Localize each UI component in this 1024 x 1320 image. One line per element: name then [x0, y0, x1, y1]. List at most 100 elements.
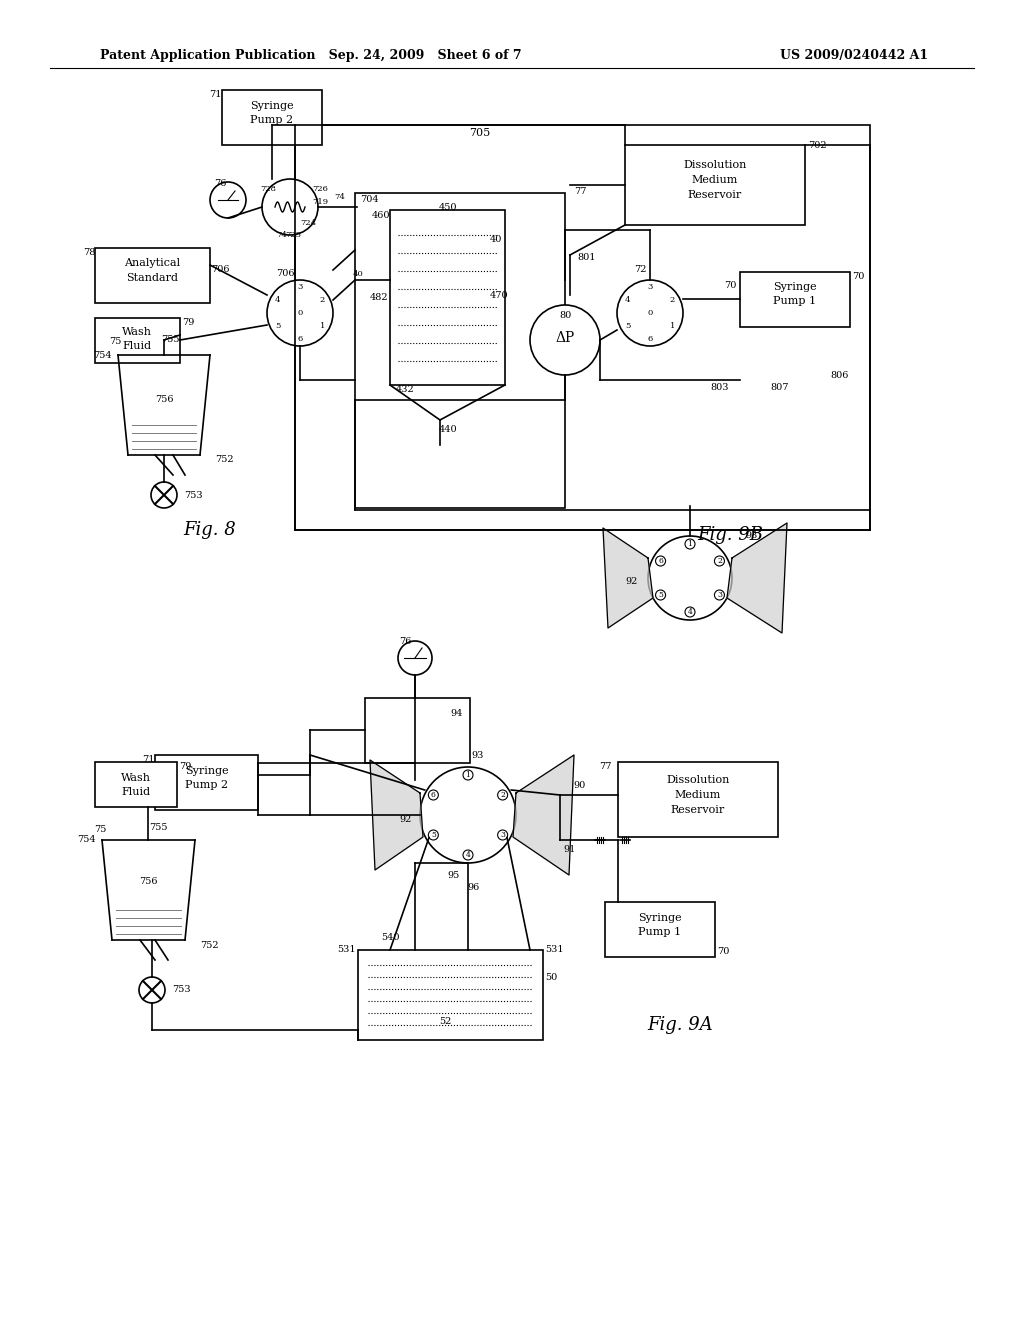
Circle shape: [420, 767, 516, 863]
Text: Reservoir: Reservoir: [671, 805, 725, 814]
Text: 752: 752: [200, 940, 219, 949]
Text: 40: 40: [352, 271, 364, 279]
Text: 755: 755: [161, 335, 179, 345]
Text: 3: 3: [297, 282, 303, 290]
Bar: [740, 272, 850, 327]
Text: 432: 432: [396, 385, 415, 395]
Text: 75: 75: [109, 338, 121, 346]
Text: Fig. 9B: Fig. 9B: [697, 525, 763, 544]
Text: 706: 706: [212, 265, 230, 275]
Text: Fig. 8: Fig. 8: [183, 521, 237, 539]
Bar: [155, 755, 258, 810]
Text: 756: 756: [155, 396, 173, 404]
Circle shape: [498, 830, 508, 840]
Text: 6: 6: [658, 557, 663, 565]
Text: 719: 719: [312, 198, 328, 206]
Circle shape: [655, 556, 666, 566]
Text: 754: 754: [93, 351, 112, 359]
Text: 0: 0: [647, 309, 652, 317]
Text: Fluid: Fluid: [122, 787, 151, 797]
Text: 74: 74: [276, 231, 288, 239]
Text: Pump 1: Pump 1: [638, 927, 682, 937]
Text: 76: 76: [214, 178, 226, 187]
Text: 704: 704: [360, 195, 379, 205]
Text: 72: 72: [634, 265, 646, 275]
Text: 93: 93: [745, 532, 758, 540]
Text: 4: 4: [625, 296, 630, 304]
Polygon shape: [727, 523, 787, 634]
Text: 5: 5: [431, 832, 436, 840]
Bar: [295, 125, 870, 531]
Circle shape: [617, 280, 683, 346]
Text: 726: 726: [312, 185, 328, 193]
Text: 450: 450: [438, 202, 458, 211]
Text: 77: 77: [599, 762, 612, 771]
Text: 92: 92: [399, 816, 413, 825]
Text: 531: 531: [337, 945, 356, 954]
Text: 1: 1: [687, 540, 692, 548]
Circle shape: [139, 977, 165, 1003]
Text: Medium: Medium: [675, 789, 721, 800]
Text: 3: 3: [717, 591, 722, 599]
Bar: [625, 145, 805, 224]
Polygon shape: [603, 528, 653, 628]
Text: 753: 753: [172, 986, 190, 994]
Circle shape: [428, 789, 438, 800]
Text: Syringe: Syringe: [638, 913, 682, 923]
Text: Dissolution: Dissolution: [683, 160, 746, 170]
Circle shape: [262, 180, 318, 235]
Text: 801: 801: [578, 253, 596, 263]
Text: Syringe: Syringe: [250, 102, 294, 111]
Circle shape: [685, 539, 695, 549]
Text: Dissolution: Dissolution: [667, 775, 730, 785]
Circle shape: [530, 305, 600, 375]
Text: 79: 79: [179, 762, 191, 771]
Text: 94: 94: [450, 709, 463, 718]
Text: Wash: Wash: [121, 774, 151, 783]
Text: 803: 803: [711, 384, 729, 392]
Text: 470: 470: [490, 290, 509, 300]
Text: Standard: Standard: [126, 273, 178, 282]
Bar: [95, 318, 180, 363]
Text: Patent Application Publication   Sep. 24, 2009   Sheet 6 of 7: Patent Application Publication Sep. 24, …: [100, 49, 521, 62]
Text: 70: 70: [717, 948, 729, 957]
Circle shape: [428, 830, 438, 840]
Circle shape: [210, 182, 246, 218]
Text: 705: 705: [469, 128, 490, 139]
Text: 6: 6: [647, 335, 652, 343]
Text: 80: 80: [559, 310, 571, 319]
Circle shape: [715, 590, 724, 601]
Text: 93: 93: [471, 751, 483, 759]
Text: Pump 2: Pump 2: [185, 780, 228, 789]
Bar: [95, 248, 210, 304]
Text: 4: 4: [274, 296, 281, 304]
Text: Pump 1: Pump 1: [773, 296, 816, 306]
Text: 702: 702: [808, 140, 826, 149]
Text: 2: 2: [319, 296, 326, 304]
Text: 725: 725: [285, 231, 301, 239]
Text: Syringe: Syringe: [185, 766, 228, 776]
Text: 728: 728: [260, 185, 276, 193]
Circle shape: [648, 536, 732, 620]
Text: US 2009/0240442 A1: US 2009/0240442 A1: [780, 49, 928, 62]
Text: 3: 3: [647, 282, 652, 290]
Text: 2: 2: [500, 791, 505, 799]
Circle shape: [655, 590, 666, 601]
Text: 1: 1: [670, 322, 675, 330]
Circle shape: [398, 642, 432, 675]
Text: 2: 2: [670, 296, 675, 304]
Text: Fig. 9A: Fig. 9A: [647, 1016, 713, 1034]
Text: Reservoir: Reservoir: [688, 190, 742, 201]
Text: 706: 706: [275, 268, 294, 277]
Text: 1: 1: [319, 322, 326, 330]
Text: 753: 753: [184, 491, 203, 499]
Text: 91: 91: [564, 846, 577, 854]
Circle shape: [715, 556, 724, 566]
Text: 5: 5: [274, 322, 281, 330]
Text: Fluid: Fluid: [123, 341, 152, 351]
Text: 74: 74: [335, 193, 345, 201]
Bar: [390, 210, 505, 385]
Circle shape: [463, 850, 473, 861]
Text: 440: 440: [438, 425, 458, 434]
Text: 71: 71: [142, 755, 155, 764]
